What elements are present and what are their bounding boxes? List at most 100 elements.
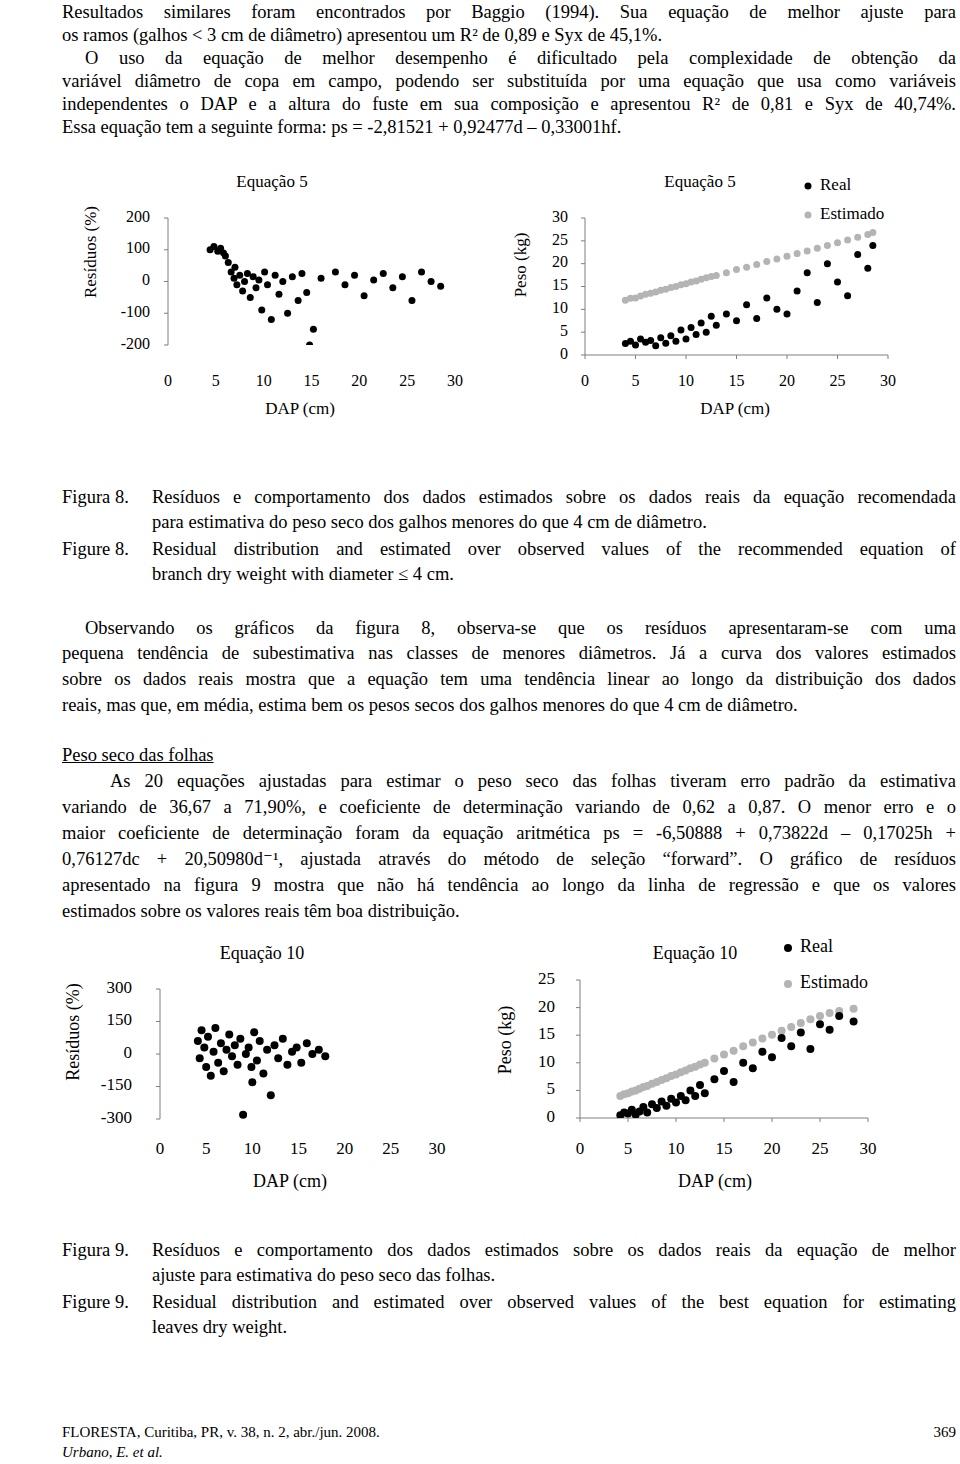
y-tick-label: 300 bbox=[107, 978, 133, 997]
x-tick-label: 30 bbox=[429, 1139, 446, 1158]
y-tick-label: 0 bbox=[124, 1043, 133, 1062]
x-tick bbox=[585, 355, 586, 359]
point bbox=[749, 1038, 757, 1046]
point bbox=[730, 1047, 738, 1055]
point bbox=[662, 340, 669, 347]
legend-label: Real bbox=[800, 936, 833, 956]
point bbox=[250, 1028, 258, 1036]
point bbox=[806, 1015, 814, 1023]
x-tick-label: 30 bbox=[447, 372, 463, 389]
x-axis-label: DAP (cm) bbox=[678, 1171, 752, 1192]
point bbox=[275, 291, 282, 298]
point bbox=[245, 1044, 253, 1052]
point bbox=[253, 284, 260, 291]
chart: Equação 10Peso (kg)DAP (cm)2520151050051… bbox=[495, 936, 876, 1192]
point bbox=[826, 1026, 834, 1034]
text-line: Resíduos e comportamento dos dados estim… bbox=[152, 485, 956, 509]
x-tick-label: 0 bbox=[156, 1139, 165, 1158]
point bbox=[662, 1102, 670, 1110]
y-tick-label: 150 bbox=[107, 1010, 133, 1029]
y-tick bbox=[576, 1118, 580, 1119]
y-tick-label: 0 bbox=[547, 1107, 556, 1126]
point bbox=[428, 278, 435, 285]
point bbox=[399, 273, 406, 280]
point bbox=[824, 260, 831, 267]
point bbox=[834, 278, 841, 285]
y-tick-label: 5 bbox=[547, 1079, 556, 1098]
point bbox=[743, 301, 750, 308]
text-line: ajuste para estimativa do peso seco das … bbox=[152, 1263, 956, 1287]
x-tick-label: 15 bbox=[304, 372, 320, 389]
x-tick-label: 30 bbox=[860, 1139, 877, 1158]
legend: RealEstimado bbox=[805, 175, 885, 223]
point bbox=[306, 342, 313, 346]
point bbox=[222, 1046, 230, 1054]
legend-swatch bbox=[805, 183, 812, 190]
point bbox=[303, 1039, 311, 1047]
y-tick bbox=[576, 1007, 580, 1008]
point bbox=[196, 1054, 204, 1062]
point bbox=[261, 268, 268, 275]
point bbox=[804, 247, 811, 254]
point bbox=[804, 269, 811, 276]
x-tick-label: 25 bbox=[399, 372, 415, 389]
y-tick bbox=[581, 218, 585, 219]
point bbox=[298, 270, 305, 277]
point bbox=[225, 1031, 233, 1039]
y-tick bbox=[156, 1086, 160, 1087]
point bbox=[814, 299, 821, 306]
text-line: Urbano, E. et al. bbox=[62, 1440, 163, 1464]
point bbox=[844, 292, 851, 299]
y-axis-label: Resíduos (%) bbox=[81, 206, 100, 298]
chart-title: Equação 10 bbox=[653, 943, 737, 963]
point bbox=[784, 310, 791, 317]
x-tick-label: 10 bbox=[678, 372, 694, 389]
text-line: variável diâmetro de copa em campo, pode… bbox=[62, 69, 956, 93]
point bbox=[283, 1061, 291, 1069]
plot-area bbox=[622, 229, 876, 349]
x-tick bbox=[676, 1118, 677, 1122]
point bbox=[204, 1033, 212, 1041]
plot-area bbox=[194, 1024, 329, 1119]
text-line: 369 bbox=[860, 1420, 956, 1444]
x-tick-label: 0 bbox=[164, 372, 172, 389]
y-tick-label: 0 bbox=[142, 271, 150, 288]
point bbox=[720, 1067, 728, 1075]
text-line: Resíduos e comportamento dos dados estim… bbox=[152, 1238, 956, 1262]
point bbox=[854, 251, 861, 258]
text-line: Observando os gráficos da figura 8, obse… bbox=[85, 616, 956, 640]
x-tick bbox=[820, 1118, 821, 1122]
point bbox=[236, 272, 243, 279]
point bbox=[234, 1061, 242, 1069]
x-tick bbox=[888, 355, 889, 359]
point bbox=[698, 320, 705, 327]
chart: Equação 5Peso (kg)DAP (cm)30252015105005… bbox=[511, 172, 896, 418]
point bbox=[231, 1041, 239, 1049]
point bbox=[667, 332, 674, 339]
text-line: branch dry weight with diameter ≤ 4 cm. bbox=[152, 562, 956, 586]
legend-swatch bbox=[805, 212, 812, 219]
point bbox=[753, 261, 760, 268]
point bbox=[696, 1081, 704, 1089]
text-line: os ramos (galhos < 3 cm de diâmetro) apr… bbox=[62, 23, 956, 47]
y-tick-label: 100 bbox=[126, 239, 150, 256]
text-line: Essa equação tem a seguinte forma: ps = … bbox=[62, 115, 956, 139]
point bbox=[332, 268, 339, 275]
text-line: sobre os dados reais mostra que a equaçã… bbox=[62, 667, 956, 691]
point bbox=[797, 1028, 805, 1036]
text-line: Residual distribution and estimated over… bbox=[152, 1290, 956, 1314]
point bbox=[763, 258, 770, 265]
y-tick-label: -200 bbox=[121, 335, 150, 352]
y-axis bbox=[580, 980, 581, 1118]
point bbox=[784, 253, 791, 260]
point bbox=[787, 1042, 795, 1050]
point bbox=[284, 310, 291, 317]
text-line: 0,76127dc + 20,50980d⁻¹, ajustada atravé… bbox=[62, 847, 956, 871]
text-line: para estimativa do peso seco dos galhos … bbox=[152, 510, 956, 534]
point bbox=[279, 1035, 287, 1043]
point bbox=[239, 1111, 247, 1119]
y-tick bbox=[164, 281, 168, 282]
point bbox=[632, 341, 639, 348]
y-tick bbox=[581, 355, 585, 356]
chart-title: Equação 5 bbox=[664, 172, 735, 191]
